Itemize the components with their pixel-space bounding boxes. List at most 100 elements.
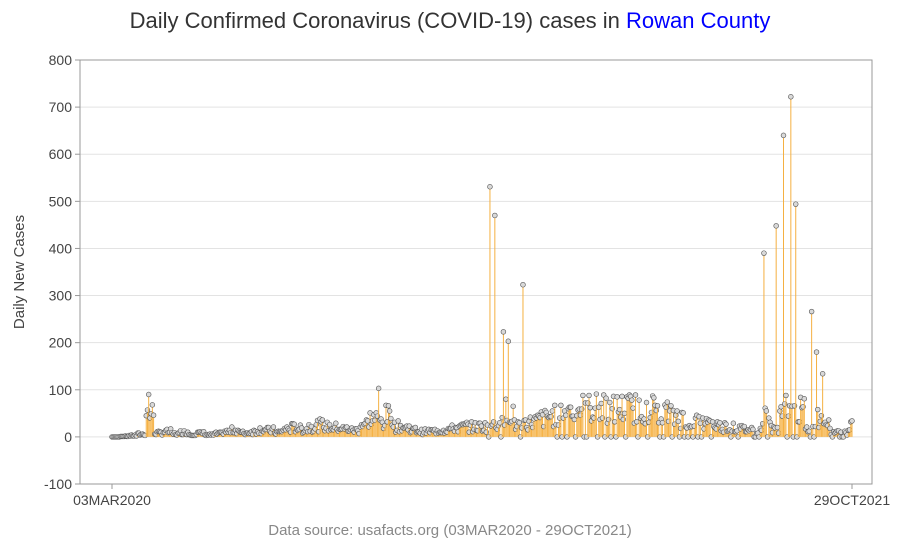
data-point xyxy=(505,338,511,344)
y-tick-label: 300 xyxy=(49,288,73,304)
data-point xyxy=(680,410,686,416)
data-point xyxy=(808,308,815,315)
data-source-footer: Data source: usafacts.org (03MAR2020 - 2… xyxy=(268,522,632,539)
data-point xyxy=(516,420,523,426)
y-tick-label: 700 xyxy=(49,99,73,115)
chart-title: Daily Confirmed Coronavirus (COVID-19) c… xyxy=(0,8,900,34)
data-point xyxy=(150,412,157,418)
x-tick-label: 29OCT2021 xyxy=(814,492,890,508)
data-point xyxy=(385,403,392,409)
y-tick-label: 200 xyxy=(49,335,73,351)
data-point xyxy=(668,403,674,409)
data-point xyxy=(773,223,779,229)
y-tick-label: 400 xyxy=(49,240,73,256)
data-point xyxy=(333,420,339,426)
data-point xyxy=(497,420,503,426)
data-point xyxy=(520,282,526,288)
data-point xyxy=(788,94,794,100)
data-point xyxy=(563,412,569,418)
y-tick-label: 0 xyxy=(64,429,72,445)
data-point xyxy=(815,406,821,413)
data-point xyxy=(761,250,767,256)
y-tick-label: 500 xyxy=(49,193,73,209)
data-point xyxy=(641,416,647,422)
x-tick-label: 03MAR2020 xyxy=(73,492,151,508)
data-point xyxy=(500,329,507,335)
data-point xyxy=(709,419,716,425)
data-point xyxy=(675,418,682,425)
data-point xyxy=(598,400,604,407)
data-point xyxy=(412,424,419,431)
data-point xyxy=(395,418,401,424)
data-point xyxy=(614,394,620,400)
data-point xyxy=(375,385,382,392)
data-point xyxy=(774,424,781,431)
data-point xyxy=(741,423,748,430)
data-point xyxy=(780,132,787,139)
data-point xyxy=(619,393,625,400)
data-point xyxy=(819,371,826,377)
data-point xyxy=(827,425,833,432)
data-point xyxy=(291,421,297,427)
y-tick-label: 800 xyxy=(49,52,73,68)
data-point xyxy=(826,417,832,423)
data-point xyxy=(388,415,394,422)
data-point xyxy=(145,391,152,398)
chart-title-prefix: Daily Confirmed Coronavirus (COVID-19) c… xyxy=(129,8,627,33)
data-point xyxy=(659,420,666,426)
data-point xyxy=(806,428,812,434)
data-point xyxy=(510,403,516,409)
data-point xyxy=(586,392,592,399)
data-point xyxy=(636,397,642,403)
grid-lines xyxy=(75,59,872,485)
data-point xyxy=(634,419,640,425)
data-point xyxy=(552,402,558,409)
data-point xyxy=(750,426,756,433)
data-point xyxy=(607,399,613,406)
data-point xyxy=(723,421,729,427)
data-point xyxy=(327,421,333,428)
data-point xyxy=(730,420,737,426)
data-point xyxy=(651,395,657,401)
data-point xyxy=(503,396,509,402)
y-tick-label: -100 xyxy=(44,476,72,492)
y-tick-label: 100 xyxy=(49,382,73,398)
data-point xyxy=(629,397,635,403)
data-point xyxy=(630,405,636,411)
data-point xyxy=(849,418,855,424)
data-point xyxy=(478,423,485,429)
data-point xyxy=(801,396,807,402)
y-axis-label: Daily New Cases xyxy=(11,215,28,329)
data-point xyxy=(621,410,628,417)
data-point xyxy=(386,408,393,414)
data-point xyxy=(587,404,593,411)
y-tick-label: 600 xyxy=(49,146,73,162)
data-point xyxy=(593,391,600,397)
x-tick-labels: 03MAR2020 29OCT2021 xyxy=(73,484,890,508)
chart-title-county: Rowan County xyxy=(626,8,771,33)
data-point xyxy=(616,406,623,413)
data-point xyxy=(783,392,789,399)
data-point xyxy=(763,408,770,414)
data-marks xyxy=(109,94,855,440)
data-point xyxy=(674,408,680,414)
data-point xyxy=(149,402,156,408)
data-point xyxy=(492,212,498,219)
data-point xyxy=(319,417,326,423)
y-tick-labels: -100 0 100 200 300 400 500 600 700 800 xyxy=(44,52,72,492)
data-point xyxy=(603,395,609,401)
data-point xyxy=(229,424,235,430)
data-point xyxy=(612,419,618,425)
data-point xyxy=(580,392,586,399)
data-point xyxy=(697,420,704,426)
data-point xyxy=(549,408,556,414)
data-point xyxy=(270,424,277,430)
data-point xyxy=(558,402,564,409)
data-point xyxy=(793,201,799,207)
data-point xyxy=(487,184,493,190)
data-point xyxy=(632,392,639,398)
data-point xyxy=(643,399,650,406)
plot-frame xyxy=(79,59,873,485)
data-point xyxy=(567,404,574,410)
